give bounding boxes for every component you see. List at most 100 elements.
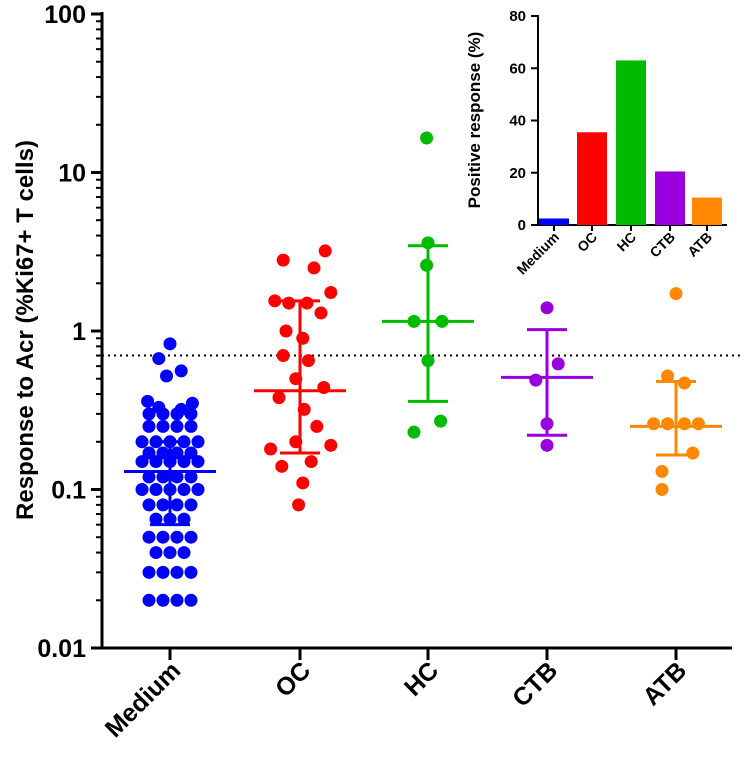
data-point — [170, 593, 184, 607]
main-y-axis-title: Response to Acr (%Ki67+ T cells) — [12, 140, 39, 520]
data-point — [279, 324, 293, 338]
data-point — [282, 296, 296, 310]
data-point — [142, 565, 156, 579]
data-point — [135, 435, 149, 449]
data-point — [691, 417, 705, 431]
data-point — [177, 546, 191, 560]
data-point — [540, 301, 554, 315]
data-point — [276, 349, 290, 363]
data-point — [156, 407, 170, 421]
data-point — [677, 417, 691, 431]
data-point — [177, 512, 191, 526]
group-ctb — [501, 301, 593, 452]
inset-bar-atb — [692, 197, 722, 225]
inset-bar-ctb — [655, 171, 685, 225]
data-point — [661, 417, 675, 431]
data-point — [686, 446, 700, 460]
data-point — [142, 446, 156, 460]
data-point — [276, 253, 290, 267]
inset-bar-hc — [616, 60, 646, 225]
data-point — [142, 470, 156, 484]
data-point — [191, 435, 205, 449]
data-point — [301, 354, 315, 368]
data-point — [170, 565, 184, 579]
inset-y-tick-label: 80 — [509, 8, 526, 25]
data-point — [156, 419, 170, 433]
inset-x-tick-label: HC — [613, 229, 639, 255]
data-point — [184, 470, 198, 484]
data-point — [275, 459, 289, 473]
main-y-tick-label: 100 — [44, 1, 86, 29]
main-y-tick-label: 1 — [72, 318, 86, 346]
main-x-tick-label: CTB — [507, 656, 563, 712]
group-oc — [254, 244, 346, 512]
inset-y-tick-label: 20 — [509, 165, 526, 182]
data-point — [142, 407, 156, 421]
data-point — [142, 593, 156, 607]
data-point — [142, 530, 156, 544]
data-point — [184, 407, 198, 421]
data-point — [170, 530, 184, 544]
data-point — [177, 483, 191, 496]
data-point — [655, 464, 669, 478]
main-y-ticks: 0.01 0.1 1 10 100 — [37, 1, 102, 663]
data-point — [184, 593, 198, 607]
inset-x-labels: Medium OC HC CTB ATB — [513, 225, 715, 278]
data-point — [324, 285, 338, 299]
main-y-tick-label: 0.01 — [37, 635, 86, 663]
inset-y-ticks: 0 20 40 60 80 — [509, 8, 538, 234]
inset-x-tick-label: ATB — [684, 229, 715, 260]
data-point — [551, 357, 565, 371]
data-point — [163, 337, 177, 351]
data-point — [174, 364, 188, 378]
data-point — [314, 306, 328, 320]
data-point — [177, 455, 191, 469]
inset-x-tick-label: OC — [574, 229, 600, 255]
data-point — [420, 131, 434, 145]
data-point — [529, 373, 543, 387]
data-point — [149, 483, 163, 496]
data-point — [170, 446, 184, 460]
data-point — [268, 294, 282, 308]
main-x-tick-label: ATB — [637, 656, 692, 711]
data-point — [661, 369, 675, 383]
main-x-labels: Medium OC HC CTB ATB — [100, 648, 692, 743]
data-point — [163, 546, 177, 560]
data-point — [292, 498, 306, 512]
inset-y-tick-label: 0 — [518, 217, 526, 234]
data-point — [135, 483, 149, 496]
data-point — [149, 455, 163, 469]
data-point — [434, 414, 448, 428]
data-point — [149, 546, 163, 560]
inset-y-tick-label: 60 — [509, 60, 526, 77]
data-point — [156, 470, 170, 484]
inset-y-tick-label: 40 — [509, 113, 526, 130]
data-point — [156, 446, 170, 460]
data-point — [296, 476, 310, 490]
data-point — [540, 438, 554, 452]
group-atb — [630, 287, 722, 496]
inset-y-axis-title: Positive response (%) — [465, 32, 484, 209]
data-point — [191, 455, 205, 469]
data-point — [300, 296, 314, 310]
main-x-tick-label: HC — [399, 656, 444, 701]
inset-x-tick-label: Medium — [513, 229, 562, 278]
main-y-tick-label: 10 — [58, 160, 86, 188]
data-point — [160, 369, 173, 383]
data-point — [170, 407, 184, 421]
data-point — [296, 331, 310, 345]
inset-bar-oc — [577, 132, 607, 225]
data-point — [135, 455, 149, 469]
data-point — [185, 396, 199, 410]
data-point — [170, 470, 184, 484]
main-x-tick-label: OC — [270, 656, 316, 702]
data-point — [170, 498, 184, 512]
data-point — [318, 244, 332, 258]
main-groups — [124, 131, 722, 607]
data-point — [141, 394, 155, 408]
data-point — [184, 498, 198, 512]
data-point — [152, 352, 166, 366]
inset-bar-plot: Positive response (%) 0 20 40 60 80 Medium OC… — [465, 8, 727, 278]
data-point — [149, 512, 163, 526]
